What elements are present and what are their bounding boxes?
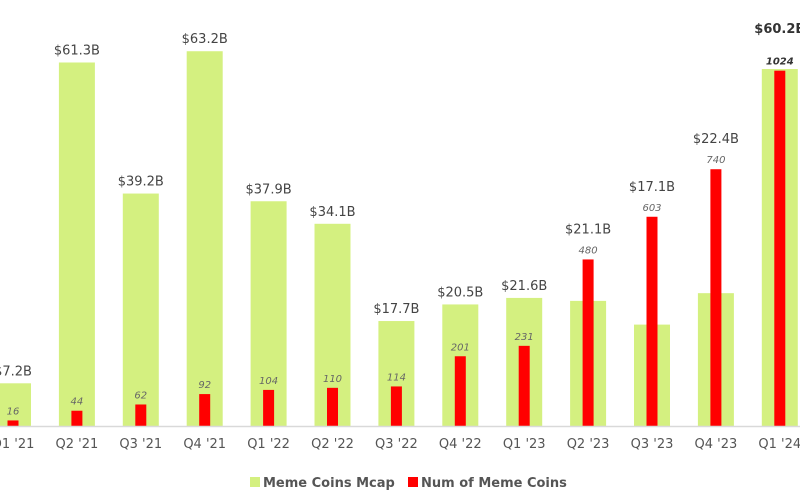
count-data-label: 16 xyxy=(7,406,20,417)
mcap-data-label: $17.7B xyxy=(373,302,419,317)
legend: Meme Coins Mcap Num of Meme Coins xyxy=(250,476,567,491)
count-data-label: 201 xyxy=(451,342,470,353)
x-tick-label: Q3 '23 xyxy=(631,437,674,452)
count-bar xyxy=(582,259,594,426)
count-bar xyxy=(327,387,338,426)
mcap-data-label: $39.2B xyxy=(118,175,164,190)
count-bar xyxy=(135,404,147,426)
count-bar xyxy=(518,345,530,426)
mcap-data-label: $7.2B xyxy=(0,364,32,379)
x-tick-label: Q1 '21 xyxy=(0,437,34,452)
x-tick-label: Q1 '23 xyxy=(503,437,546,452)
mcap-bar xyxy=(122,193,159,426)
labels-layer: 16 $7.2B 44 $61.3B 62 $39.2B 92 $63.2B 104 $37.9B… xyxy=(0,22,800,417)
x-tick-label: Q2 '22 xyxy=(311,437,354,452)
x-tick-label: Q4 '23 xyxy=(695,437,738,452)
mcap-data-label: $61.3B xyxy=(54,43,100,58)
mcap-data-label: $34.1B xyxy=(309,205,355,220)
count-bar xyxy=(710,169,722,426)
x-tick-label: Q3 '21 xyxy=(119,437,162,452)
x-tick-label: Q4 '22 xyxy=(439,437,482,452)
mcap-bar xyxy=(0,383,31,426)
count-bar xyxy=(199,394,211,426)
legend-swatch-mcap xyxy=(250,477,260,487)
mcap-data-label: $63.2B xyxy=(182,32,228,47)
x-tick-label: Q2 '21 xyxy=(56,437,99,452)
mcap-data-label: $21.6B xyxy=(501,279,547,294)
mcap-data-label: $21.1B xyxy=(565,222,611,237)
legend-label-mcap: Meme Coins Mcap xyxy=(263,476,395,491)
legend-label-count: Num of Meme Coins xyxy=(421,476,567,491)
count-data-label: 231 xyxy=(515,332,534,343)
x-tick-label: Q2 '23 xyxy=(567,437,610,452)
count-data-label: 92 xyxy=(198,380,211,391)
mcap-bar xyxy=(186,51,223,426)
count-bar xyxy=(646,216,658,426)
mcap-data-label: $60.2B xyxy=(754,22,800,37)
bars-layer xyxy=(0,51,798,427)
count-bar xyxy=(390,386,402,426)
mcap-bar xyxy=(58,62,95,427)
count-bar xyxy=(774,70,786,426)
count-data-label: 1024 xyxy=(766,57,794,68)
count-bar xyxy=(454,356,466,426)
x-tick-label: Q1 '24 xyxy=(758,437,800,452)
mcap-data-label: $22.4B xyxy=(693,132,739,147)
count-bar xyxy=(263,389,275,426)
count-data-label: 104 xyxy=(259,376,278,387)
x-axis-ticks: Q1 '21 Q2 '21 Q3 '21 Q4 '21 Q1 '22 Q2 '22 Q3 '… xyxy=(0,437,800,452)
count-bar xyxy=(7,420,19,426)
legend-swatch-count xyxy=(408,477,418,487)
x-tick-label: Q1 '22 xyxy=(247,437,290,452)
count-data-label: 603 xyxy=(642,203,661,214)
count-data-label: 44 xyxy=(71,397,84,408)
count-bar xyxy=(71,410,83,426)
x-tick-label: Q4 '21 xyxy=(183,437,226,452)
count-data-label: 62 xyxy=(134,390,147,401)
count-data-label: 110 xyxy=(323,374,342,385)
mcap-bar xyxy=(250,201,287,426)
count-data-label: 114 xyxy=(387,372,406,383)
count-data-label: 740 xyxy=(706,155,725,166)
mcap-data-label: $20.5B xyxy=(437,285,483,300)
mcap-data-label: $17.1B xyxy=(629,180,675,195)
mcap-data-label: $37.9B xyxy=(246,182,292,197)
count-data-label: 480 xyxy=(579,245,598,256)
x-tick-label: Q3 '22 xyxy=(375,437,418,452)
